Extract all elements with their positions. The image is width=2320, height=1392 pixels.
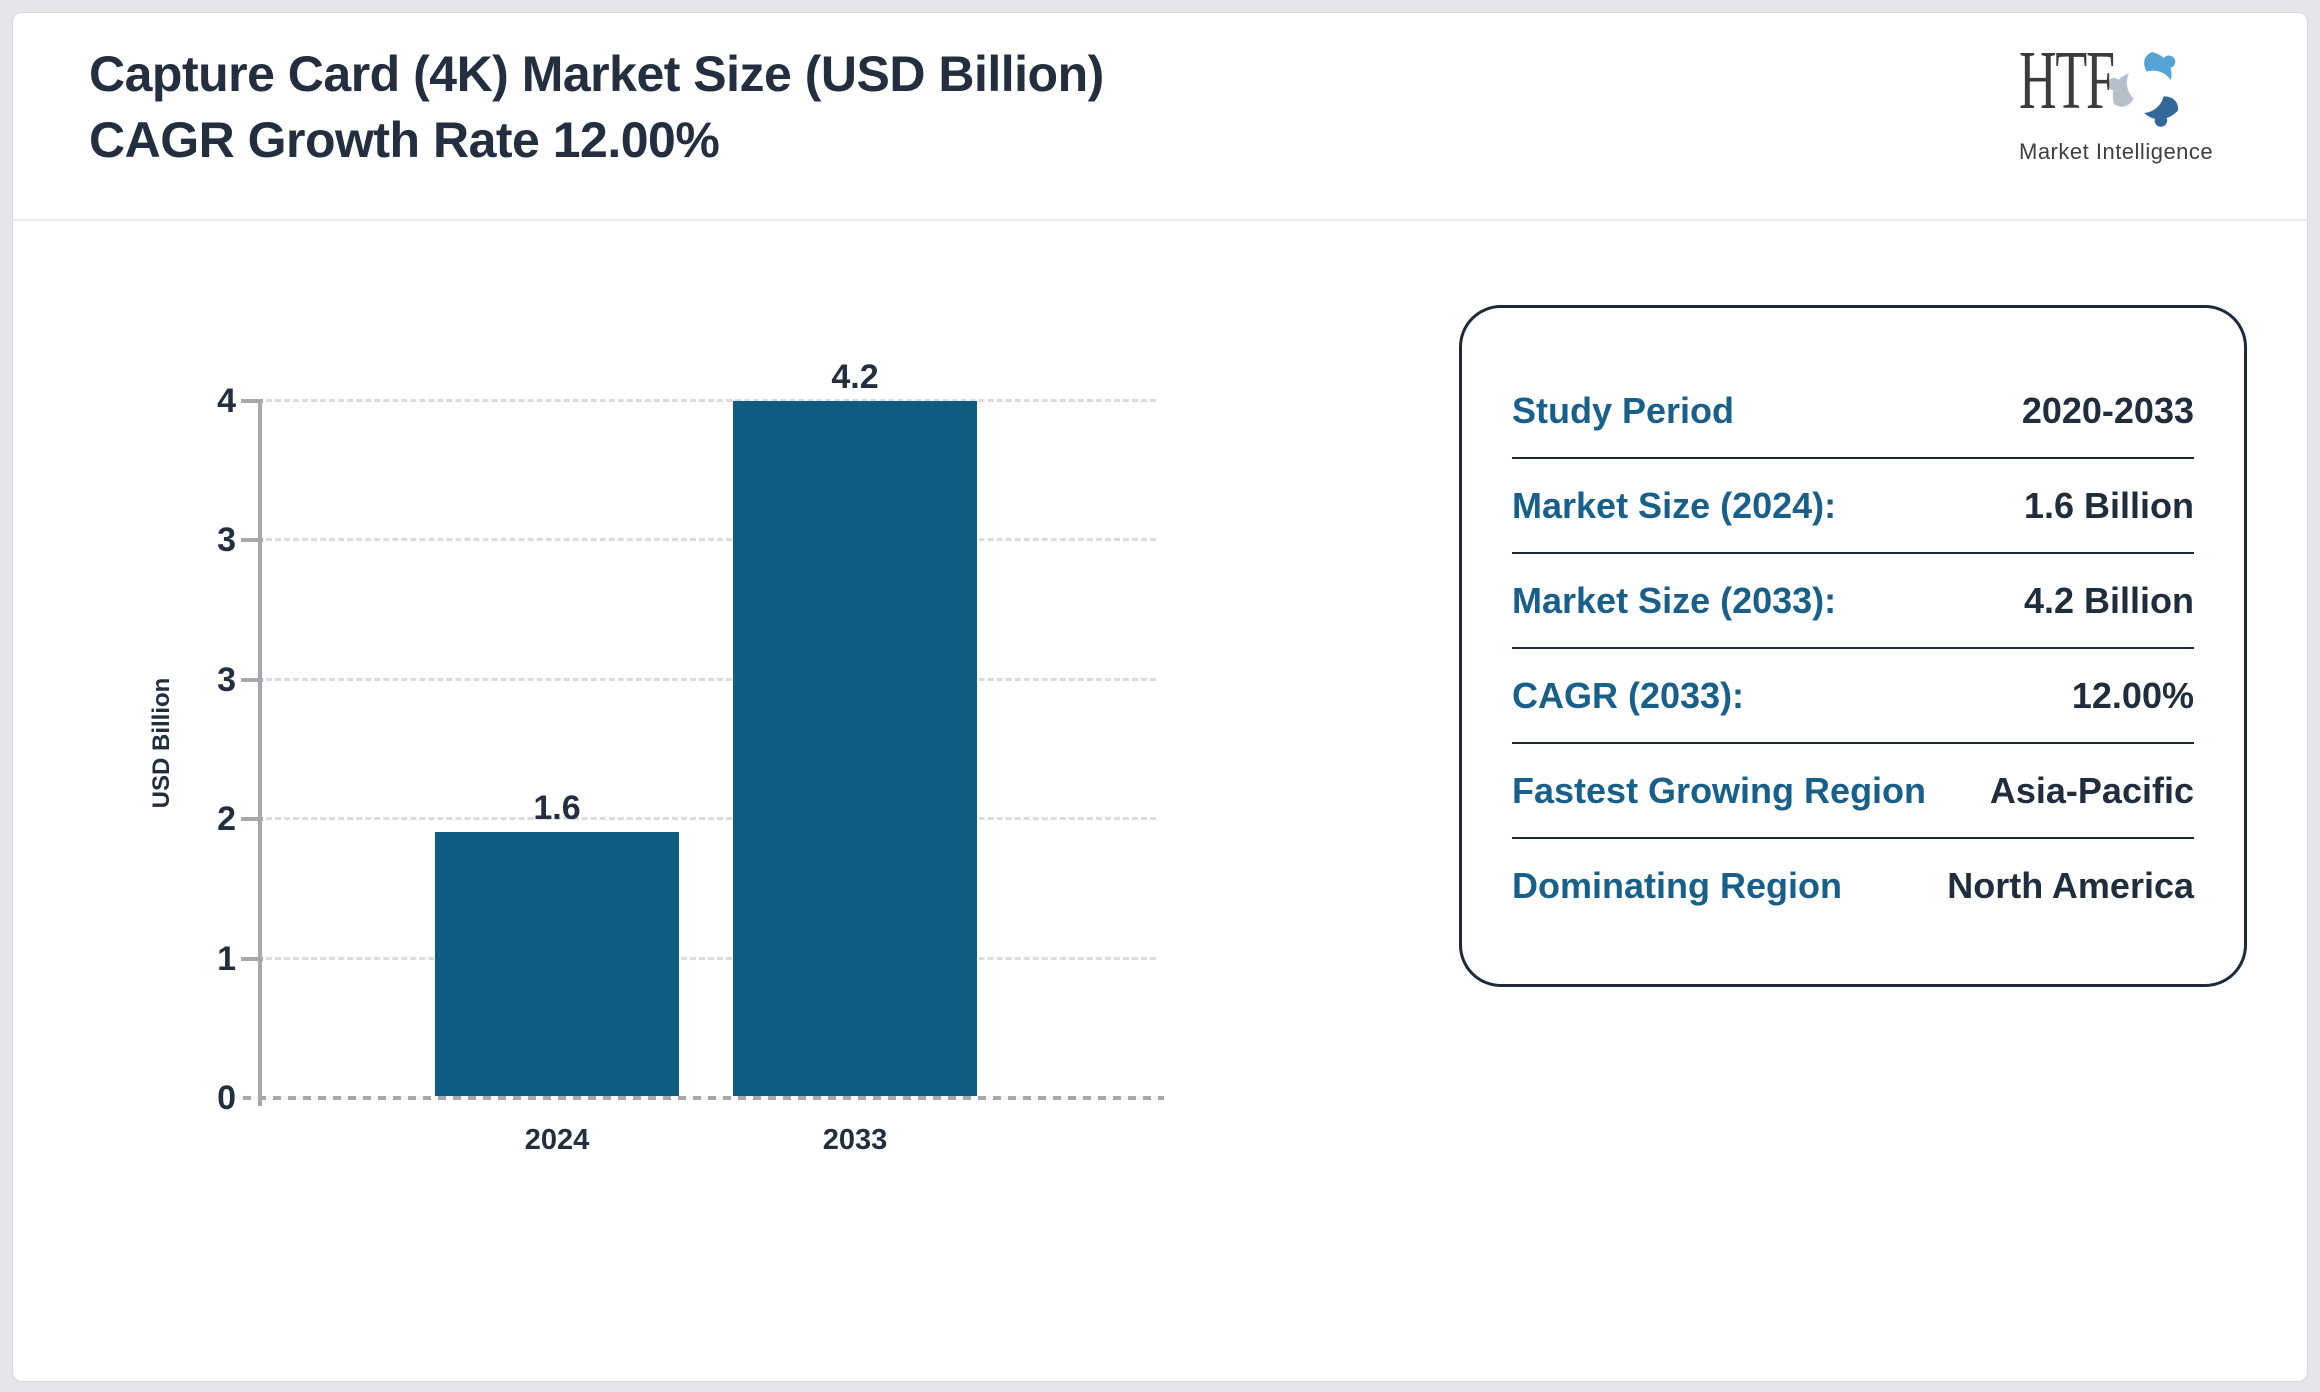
tick-mark [241,956,263,961]
bar-2033: 4.2 [733,358,977,1098]
panel-row-value: 4.2 Billion [2023,579,2194,621]
page-title-line-1: Capture Card (4K) Market Size (USD Billi… [89,46,1104,102]
panel-row-label: CAGR (2033): [1512,674,1745,716]
panel-row-market-size-2033: Market Size (2033): 4.2 Billion [1512,554,2194,649]
y-tick-label: 2 [217,800,236,839]
tick-mark [241,538,263,543]
bar-rect [435,832,679,1098]
y-tick-label: 0 [217,1079,236,1117]
htf-logo-tagline: Market Intelligence [2019,139,2214,164]
gridline [266,677,1156,681]
htf-logo-text: HTF [2019,34,2115,127]
gridline [266,956,1156,960]
header-divider [13,219,2307,221]
y-tick-label: 4 [217,382,236,420]
panel-row-value: North America [1947,864,2194,906]
panel-row-market-size-2024: Market Size (2024): 1.6 Billion [1512,459,2194,554]
panel-row-dominating-region: Dominating Region North America [1512,839,2194,932]
bar-chart: 0 1 2 3 3 4 1.6 [217,358,1164,1156]
page-title: Capture Card (4K) Market Size (USD Billi… [89,41,1104,173]
panel-row-study-period: Study Period 2020-2033 [1512,364,2194,459]
report-card: Capture Card (4K) Market Size (USD Billi… [12,12,2308,1382]
panel-row-label: Dominating Region [1512,864,1842,906]
htf-logo: HTF [2019,39,2229,164]
bar-value-label: 4.2 [831,358,879,396]
panel-row-cagr: CAGR (2033): 12.00% [1512,649,2194,744]
x-tick-label-2024: 2024 [524,1124,590,1156]
page-title-line-2: CAGR Growth Rate 12.00% [89,112,720,168]
panel-row-label: Market Size (2024): [1512,484,1837,526]
panel-row-label: Fastest Growing Region [1512,769,1927,811]
tick-mark [241,677,263,682]
y-tick-label: 3 [217,660,236,699]
y-tick-label: 1 [217,939,236,978]
bar-value-label: 1.6 [533,789,581,828]
bar-2024: 1.6 [435,789,679,1098]
panel-row-label: Market Size (2033): [1512,579,1837,621]
y-tick-label: 3 [217,521,236,560]
panel-row-label: Study Period [1512,389,1735,431]
panel-row-value: 1.6 Billion [2023,484,2194,526]
tick-mark [241,399,263,403]
panel-row-value: 2020-2033 [2021,389,2194,431]
panel-row-value: 12.00% [2071,674,2194,716]
panel-row-value: Asia-Pacific [1989,769,2194,811]
x-axis-line [236,1096,1164,1100]
panel-row-fastest-growing-region: Fastest Growing Region Asia-Pacific [1512,744,2194,839]
y-axis-line [258,401,262,1106]
bar-rect [733,401,977,1098]
key-facts-panel: Study Period 2020-2033 Market Size (2024… [1459,305,2247,987]
gridline [266,538,1156,542]
tick-mark [241,817,263,822]
gridline [266,399,1156,402]
htf-swirl-icon [2106,41,2190,140]
x-tick-label-2033: 2033 [822,1124,888,1156]
gridline [266,817,1156,821]
